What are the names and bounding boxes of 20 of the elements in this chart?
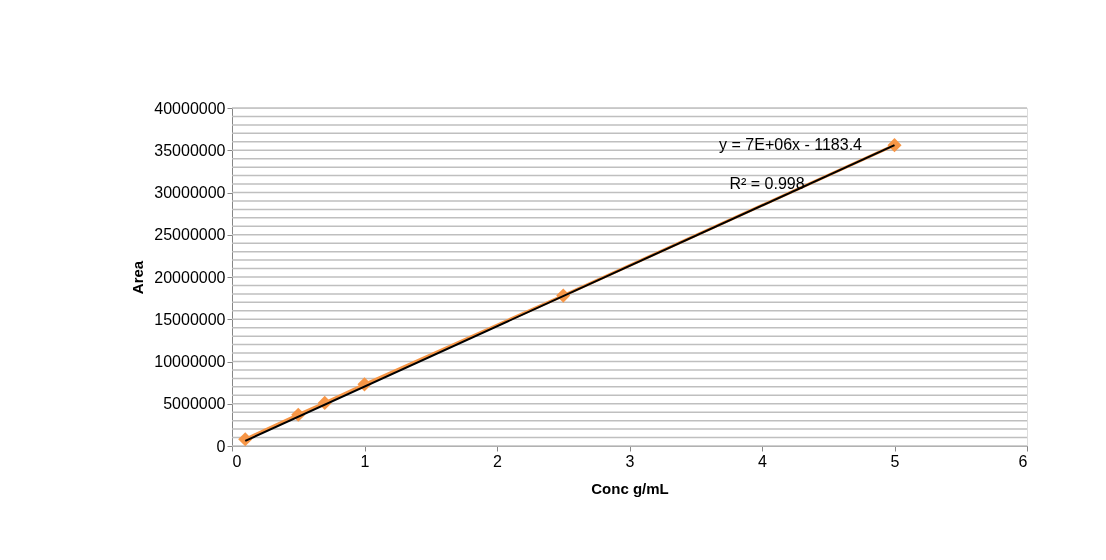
y-tick-label: 25000000 [154, 226, 226, 244]
y-axis-title: Area [129, 260, 147, 295]
y-tick-label: 20000000 [154, 268, 226, 286]
annotation: y = 7E+06x - 1183.4 [719, 136, 863, 153]
x-tick-label: 1 [360, 452, 370, 470]
x-tick-label: 0 [232, 452, 242, 470]
y-tick-label: 5000000 [163, 395, 226, 413]
y-tick-label: 10000000 [154, 353, 226, 370]
annotation: R² = 0.998 [729, 175, 805, 192]
x-tick-label: 4 [758, 452, 768, 470]
x-tick-label: 3 [625, 452, 635, 470]
x-tick-label: 5 [890, 452, 900, 470]
y-tick-label: 30000000 [154, 184, 226, 201]
x-axis-title: Conc g/mL [591, 479, 669, 497]
y-tick-label: 0 [216, 437, 226, 455]
x-tick-label: 2 [493, 452, 503, 470]
x-tick-label: 6 [1018, 452, 1028, 470]
y-tick-label: 15000000 [154, 310, 226, 328]
y-tick-label: 35000000 [154, 141, 226, 159]
y-tick-label: 40000000 [154, 99, 226, 117]
